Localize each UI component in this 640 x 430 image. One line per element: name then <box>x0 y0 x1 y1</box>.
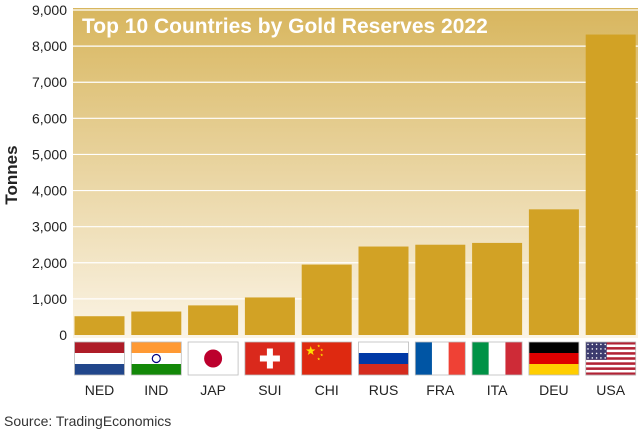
x-tick-label: NED <box>85 382 115 398</box>
china-flag-icon <box>301 341 353 376</box>
source-note: Source: TradingEconomics <box>4 413 171 429</box>
netherlands-flag-icon <box>74 341 125 376</box>
bar-chi <box>301 264 352 335</box>
bar-fra <box>415 244 466 335</box>
flags <box>74 341 637 376</box>
y-tick-label: 2,000 <box>32 255 67 271</box>
gridlines <box>73 9 638 300</box>
bar-ita <box>472 242 523 335</box>
bars <box>74 34 636 336</box>
x-tick-label: IND <box>144 382 168 398</box>
x-tick-label: JAP <box>200 382 226 398</box>
bar-rus <box>358 246 409 335</box>
y-tick-label: 1,000 <box>32 291 67 307</box>
y-axis-label: Tonnes <box>2 145 21 204</box>
y-tick-label: 8,000 <box>32 38 67 54</box>
bar-ind <box>131 311 182 335</box>
y-tick-label: 3,000 <box>32 219 67 235</box>
usa-flag-icon <box>585 341 637 376</box>
x-tick-label: ITA <box>487 382 508 398</box>
y-axis-ticks: 0 1,000 2,000 3,000 4,000 5,000 6,000 7,000 8,00… <box>32 2 67 343</box>
x-tick-label: DEU <box>539 382 569 398</box>
y-tick-label: 6,000 <box>32 110 67 126</box>
x-tick-label: CHI <box>315 382 339 398</box>
bar-jap <box>188 305 239 335</box>
y-tick-label: 5,000 <box>32 146 67 162</box>
y-tick-label: 0 <box>59 327 67 343</box>
y-tick-label: 7,000 <box>32 74 67 90</box>
india-flag-icon <box>130 341 182 376</box>
bar-ned <box>74 316 125 335</box>
y-tick-label: 4,000 <box>32 183 67 199</box>
russia-flag-icon <box>358 341 409 376</box>
bar-deu <box>528 209 579 335</box>
switzerland-flag-icon <box>244 341 296 376</box>
italy-flag-icon <box>471 341 523 376</box>
japan-flag-icon <box>187 341 239 376</box>
x-tick-label: USA <box>596 382 625 398</box>
france-flag-icon <box>414 341 466 376</box>
bar-sui <box>244 297 295 335</box>
bar-usa <box>585 34 636 336</box>
germany-flag-icon <box>528 341 580 376</box>
y-tick-label: 9,000 <box>32 2 67 18</box>
x-axis-labels: NED IND JAP SUI CHI RUS FRA ITA DEU USA <box>85 382 626 398</box>
x-tick-label: RUS <box>369 382 399 398</box>
chart-title: Top 10 Countries by Gold Reserves 2022 <box>82 15 488 38</box>
x-tick-label: FRA <box>426 382 455 398</box>
x-tick-label: SUI <box>258 382 281 398</box>
